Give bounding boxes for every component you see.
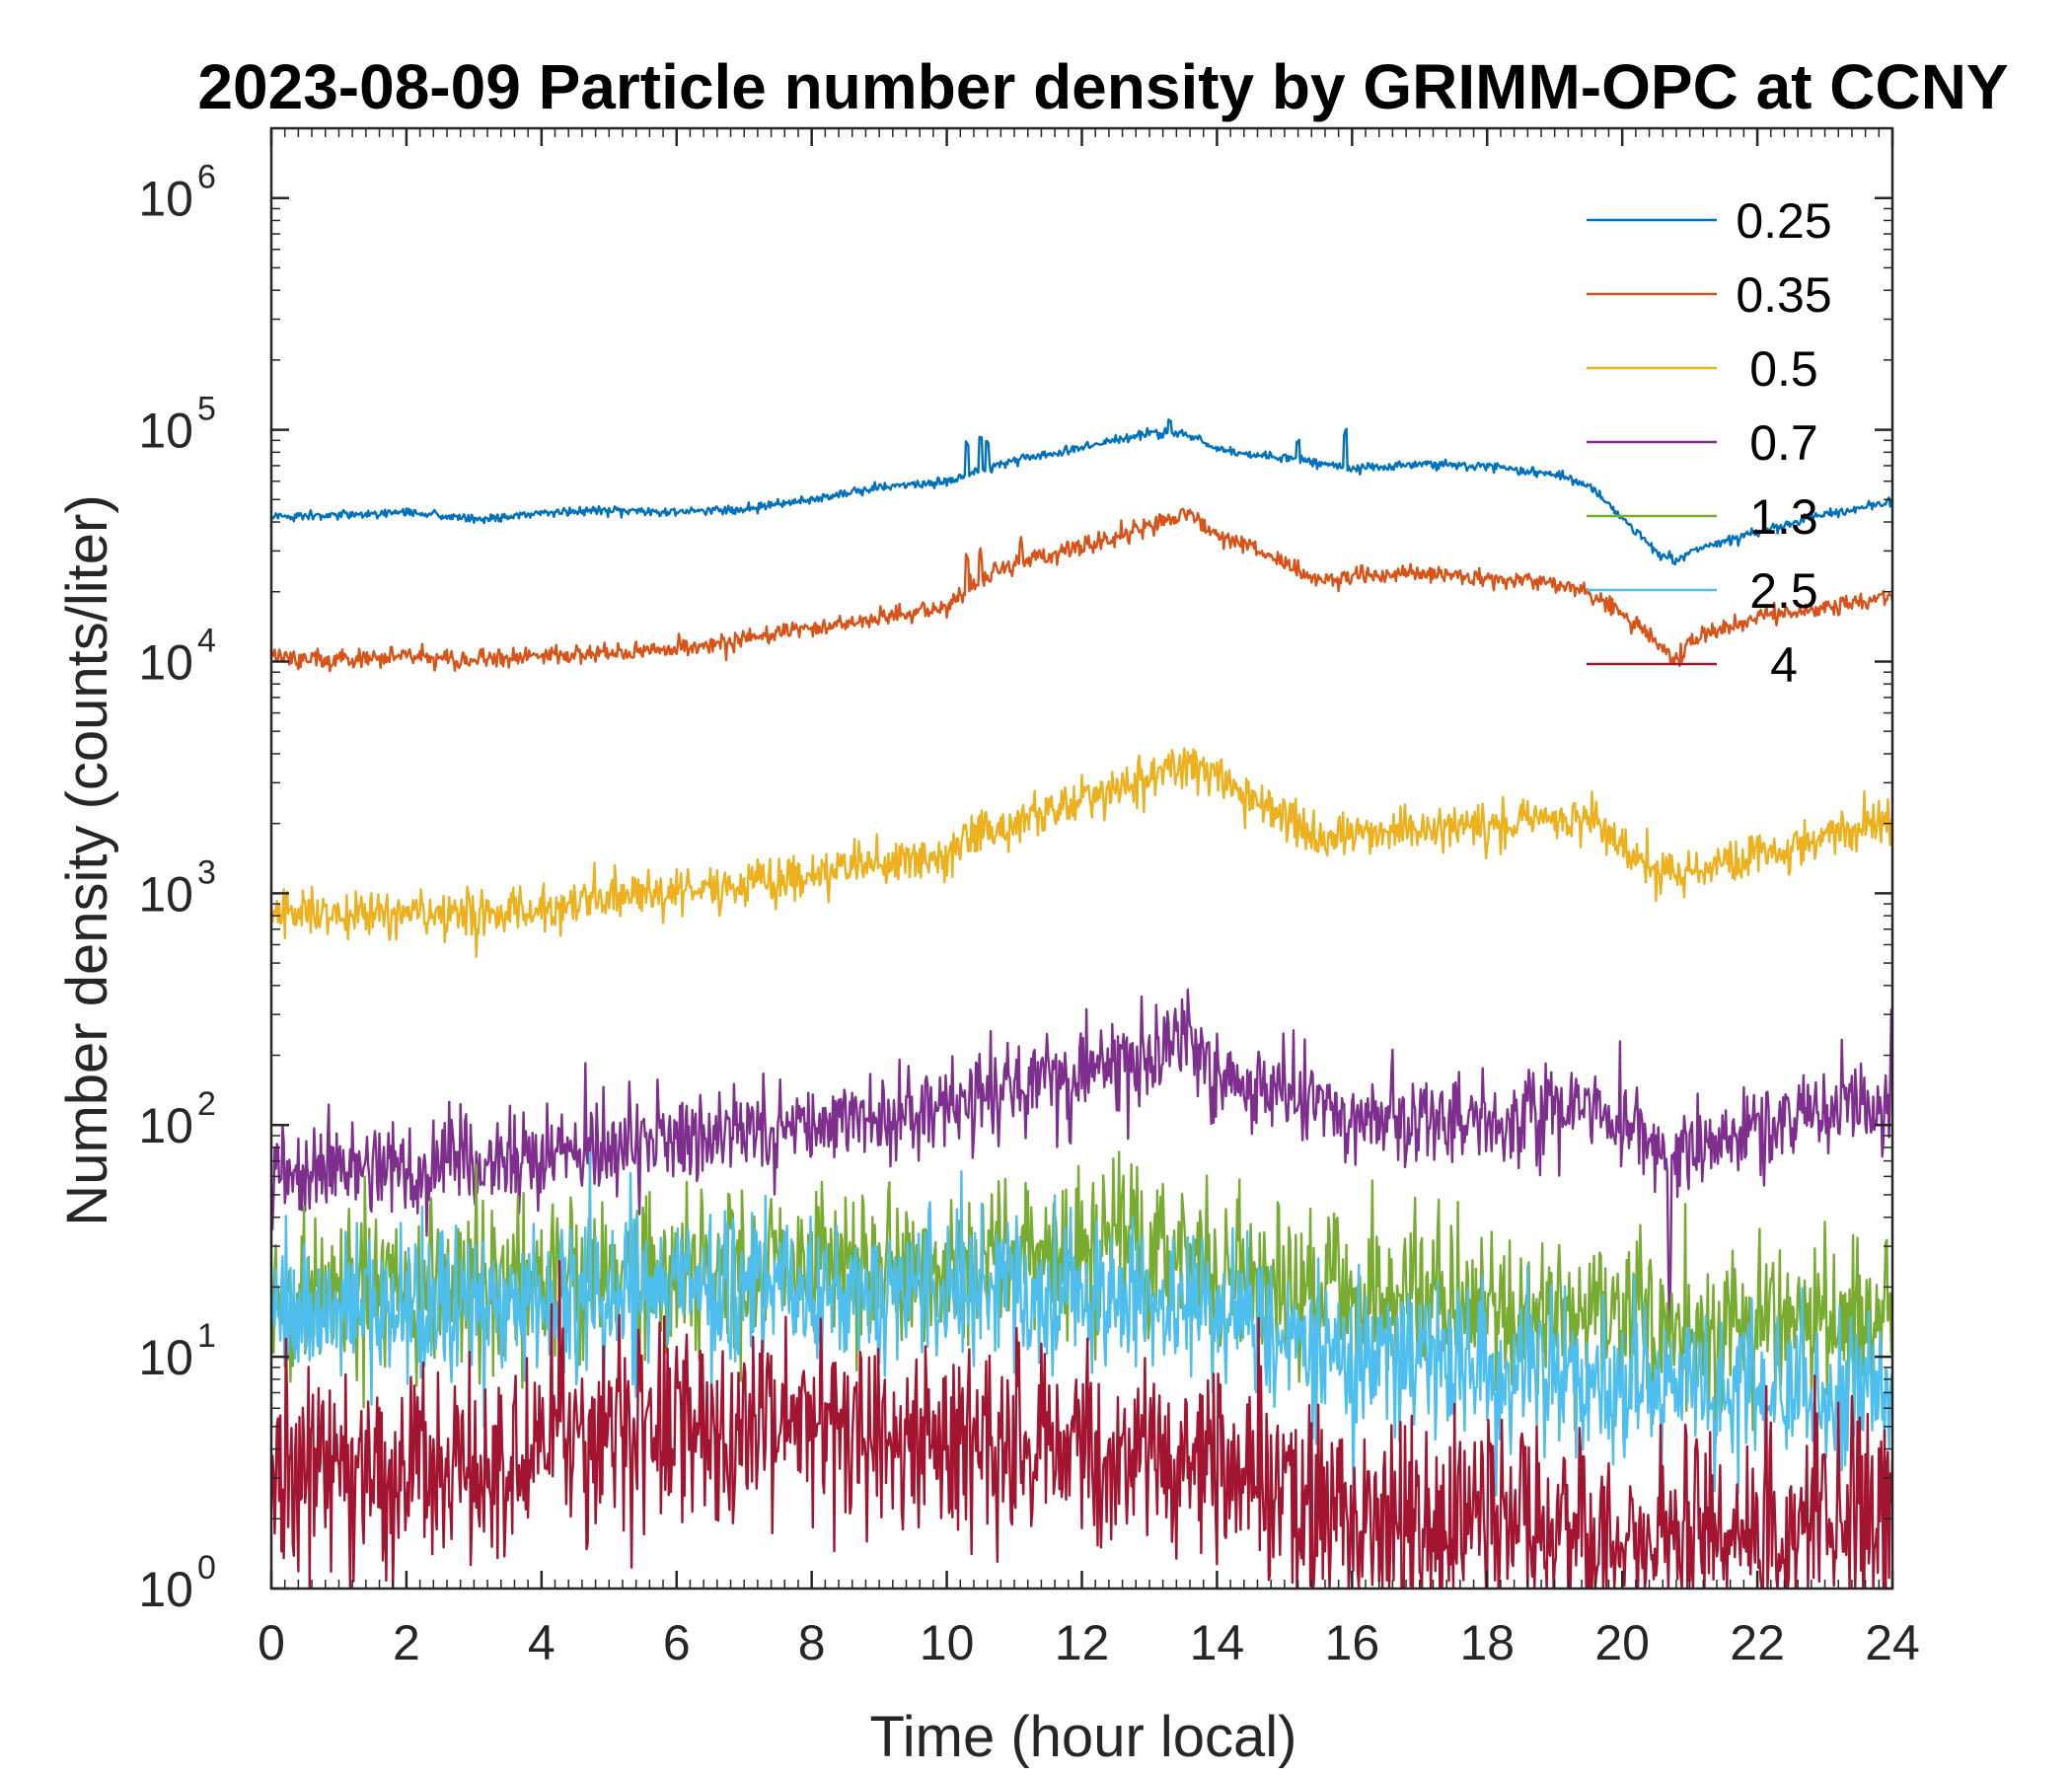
x-tick-label: 14 xyxy=(1190,1615,1245,1670)
x-tick-label: 22 xyxy=(1730,1615,1785,1670)
legend-label: 0.5 xyxy=(1749,341,1818,397)
y-axis-label: Number density (counts/liter) xyxy=(55,494,119,1225)
x-tick-label: 20 xyxy=(1594,1615,1650,1670)
y-tick-label: 10 xyxy=(138,866,193,922)
x-tick-label: 24 xyxy=(1865,1615,1920,1670)
legend-label: 0.35 xyxy=(1736,267,1831,323)
series-line-2.5 xyxy=(271,1150,1892,1497)
legend-label: 1.3 xyxy=(1749,489,1818,545)
legend-label: 4 xyxy=(1770,637,1798,693)
y-tick-label: 10 xyxy=(138,634,193,690)
legend-label: 0.7 xyxy=(1749,415,1818,471)
x-axis-label: Time (hour local) xyxy=(870,1705,1297,1769)
x-tick-label: 4 xyxy=(528,1615,555,1670)
series-line-0.7 xyxy=(271,988,1892,1333)
x-tick-label: 16 xyxy=(1325,1615,1380,1670)
y-tick-label: 10 xyxy=(138,1330,193,1385)
y-tick-label: 10 xyxy=(138,172,193,227)
axes-layer xyxy=(269,126,1894,1591)
x-tick-label: 6 xyxy=(663,1615,691,1670)
legend-label: 2.5 xyxy=(1749,563,1818,619)
y-tick-exponent: 1 xyxy=(197,1317,216,1355)
x-tick-label: 2 xyxy=(393,1615,420,1670)
y-tick-exponent: 0 xyxy=(197,1549,216,1587)
y-tick-exponent: 4 xyxy=(197,622,216,659)
y-tick-label: 10 xyxy=(138,404,193,459)
series-layer xyxy=(271,418,1892,1589)
legend: 0.25 0.35 0.5 0.7 1.3 2.5 4 xyxy=(1587,193,1832,693)
x-tick-label: 10 xyxy=(920,1615,975,1670)
y-tick-exponent: 3 xyxy=(197,853,216,891)
y-tick-label: 10 xyxy=(138,1562,193,1617)
legend-label: 0.25 xyxy=(1736,193,1831,249)
x-tick-label: 8 xyxy=(798,1615,826,1670)
chart-title: 2023-08-09 Particle number density by GR… xyxy=(197,51,2008,122)
series-line-0.35 xyxy=(271,507,1892,673)
series-line-0.25 xyxy=(271,418,1892,566)
x-tick-label: 0 xyxy=(258,1615,285,1670)
x-tick-label: 12 xyxy=(1055,1615,1110,1670)
x-tick-label: 18 xyxy=(1459,1615,1515,1670)
y-tick-exponent: 5 xyxy=(197,391,216,428)
y-tick-exponent: 6 xyxy=(197,159,216,196)
series-line-4 xyxy=(271,1260,1892,1589)
y-tick-exponent: 2 xyxy=(197,1085,216,1123)
y-tick-label: 10 xyxy=(138,1098,193,1153)
series-line-0.5 xyxy=(271,747,1892,958)
